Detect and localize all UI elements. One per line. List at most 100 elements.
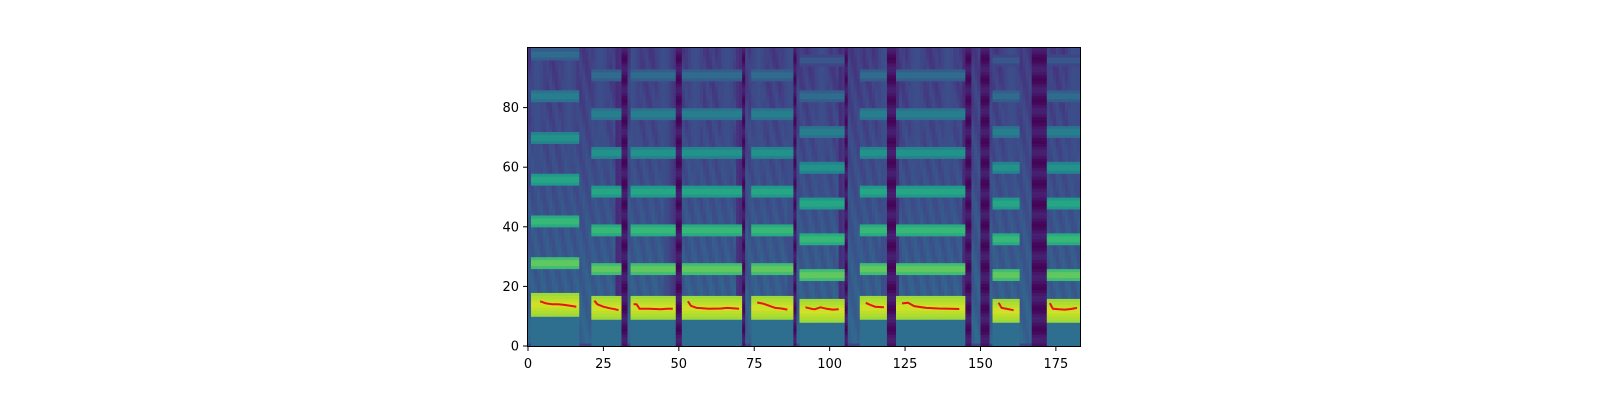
heatmap-cell [612, 340, 617, 344]
heatmap-cell [606, 271, 611, 276]
heatmap-cell [543, 62, 547, 67]
heatmap-cell [594, 149, 598, 153]
heatmap-cell [642, 235, 647, 240]
heatmap-cell [654, 158, 659, 162]
heatmap-cell [672, 208, 677, 213]
heatmap-cell [552, 286, 556, 290]
heatmap-cell [555, 122, 559, 127]
heatmap-cell [660, 334, 665, 338]
heatmap-cell [579, 197, 583, 201]
heatmap-cell [654, 274, 659, 279]
heatmap-cell [576, 310, 580, 314]
heatmap-cell [546, 202, 550, 207]
heatmap-cell [579, 146, 583, 150]
heatmap-cell [621, 229, 626, 234]
heatmap-cell [663, 220, 668, 225]
heatmap-cell [528, 244, 532, 249]
heatmap-cell [576, 113, 580, 118]
heatmap-cell [570, 205, 574, 210]
heatmap-cell [609, 220, 614, 225]
heatmap-cell [579, 74, 583, 79]
heatmap-cell [564, 214, 568, 219]
heatmap-cell [594, 232, 598, 237]
heatmap-cell [660, 301, 665, 305]
heatmap-cell [633, 170, 638, 174]
heatmap-cell [612, 65, 617, 70]
heatmap-cell [576, 217, 580, 222]
heatmap-cell [591, 253, 595, 258]
heatmap-cell [555, 244, 559, 249]
heatmap-cell [654, 283, 659, 287]
heatmap-cell [585, 113, 589, 118]
heatmap-cell [552, 134, 556, 138]
heatmap-cell [633, 199, 638, 204]
heatmap-cell [633, 229, 638, 234]
heatmap-cell [621, 53, 626, 58]
heatmap-cell [624, 50, 629, 55]
heatmap-cell [606, 217, 611, 222]
heatmap-cell [579, 325, 583, 329]
heatmap-cell [585, 170, 589, 174]
heatmap-cell [561, 337, 565, 341]
heatmap-cell [642, 220, 647, 225]
heatmap-cell [639, 235, 644, 240]
heatmap-cell [630, 256, 635, 261]
heatmap-cell [627, 104, 632, 109]
heatmap-cell [561, 220, 565, 225]
heatmap-cell [663, 194, 668, 198]
heatmap-cell [609, 265, 614, 270]
heatmap-cell [651, 68, 656, 73]
heatmap-cell [615, 214, 620, 219]
heatmap-cell [606, 256, 611, 261]
heatmap-cell [639, 232, 644, 237]
heatmap-cell [585, 331, 589, 335]
heatmap-cell [570, 247, 574, 252]
heatmap-cell [633, 241, 638, 246]
heatmap-cell [642, 92, 647, 97]
heatmap-cell [663, 286, 668, 290]
heatmap-cell [639, 155, 644, 159]
heatmap-cell [621, 211, 626, 216]
heatmap-cell [624, 188, 629, 192]
heatmap-cell [648, 229, 653, 234]
heatmap-cell [636, 53, 641, 58]
heatmap-cell [567, 56, 571, 61]
heatmap-cell [531, 238, 535, 243]
heatmap-cell [660, 98, 665, 103]
heatmap-cell [597, 48, 601, 52]
heatmap-cell [657, 62, 662, 67]
heatmap-cell [552, 199, 556, 204]
heatmap-cell [627, 226, 632, 231]
heatmap-cell [549, 140, 553, 144]
heatmap-cell [534, 95, 538, 100]
heatmap-cell [576, 146, 580, 150]
heatmap-cell [582, 274, 586, 279]
heatmap-cell [570, 56, 574, 61]
heatmap-cell [543, 48, 547, 52]
heatmap-cell [618, 104, 623, 109]
heatmap-cell [615, 334, 620, 338]
heatmap-cell [651, 191, 656, 195]
heatmap-cell [666, 304, 671, 308]
heatmap-cell [573, 265, 577, 270]
heatmap-cell [585, 62, 589, 67]
heatmap-cell [627, 253, 632, 258]
heatmap-cell [627, 131, 632, 136]
heatmap-cell [618, 205, 623, 210]
heatmap-cell [570, 226, 574, 231]
heatmap-cell [612, 328, 617, 332]
heatmap-cell [567, 194, 571, 198]
heatmap-cell [645, 137, 650, 141]
heatmap-cell [621, 286, 626, 290]
heatmap-cell [597, 205, 601, 210]
heatmap-cell [537, 146, 541, 150]
heatmap-cell [543, 143, 547, 147]
heatmap-cell [618, 244, 623, 249]
heatmap-cell [543, 331, 547, 335]
heatmap-cell [570, 289, 574, 293]
heatmap-cell [609, 176, 614, 180]
heatmap-cell [582, 116, 586, 121]
heatmap-cell [561, 289, 565, 293]
heatmap-cell [564, 86, 568, 91]
heatmap-cell [621, 62, 626, 67]
